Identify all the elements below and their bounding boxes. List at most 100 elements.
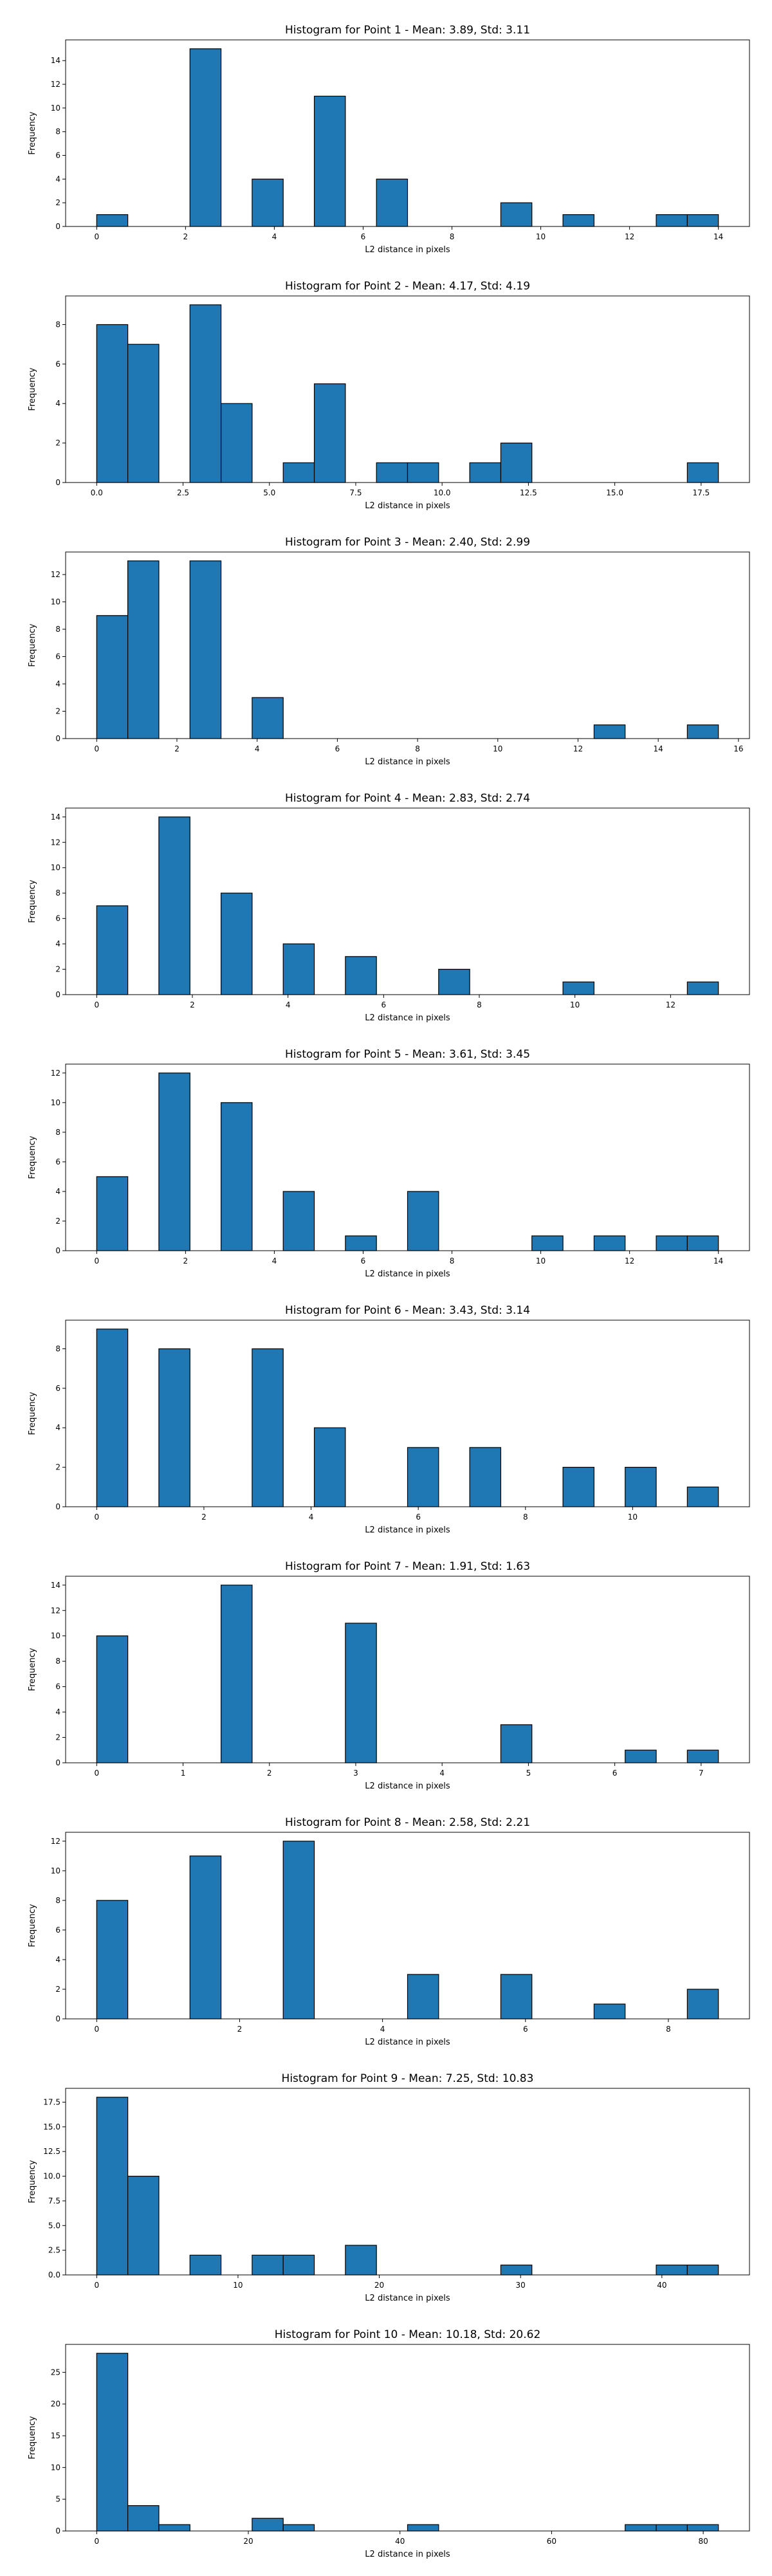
histogram-bar [625,2524,657,2532]
x-axis-label: L2 distance in pixels [365,2550,450,2559]
x-tick-label: 7.5 [349,488,362,497]
y-tick-label: 2.5 [48,2246,60,2255]
x-tick-label: 2 [174,744,179,753]
x-tick-label: 4 [255,744,260,753]
axes-frame [65,807,750,995]
histogram-bar [252,178,284,227]
x-tick-label: 5 [526,1769,531,1778]
x-axis-label: L2 distance in pixels [365,245,450,255]
histogram-bar [562,1467,595,1507]
x-axis-label: L2 distance in pixels [365,757,450,767]
x-tick-label: 5.0 [263,488,275,497]
histogram-bar [127,2505,160,2532]
y-tick-label: 5.0 [48,2221,60,2230]
histogram-bar [252,2254,284,2276]
y-tick-label: 10 [51,1866,60,1875]
x-axis-label: L2 distance in pixels [365,1781,450,1791]
y-tick-label: 0 [55,1758,60,1767]
axes-frame [65,1832,750,2019]
histogram-bar [252,697,284,739]
histogram-bar [96,1176,129,1251]
y-tick-label: 12 [51,1069,60,1078]
chart-title: Histogram for Point 4 - Mean: 2.83, Std:… [285,792,530,805]
histogram-bar [407,1191,439,1251]
histogram-bar [376,462,409,483]
histogram-bar [531,1235,564,1251]
histogram-bar [313,1427,346,1507]
histogram-panel-5: Histogram for Point 5 - Mean: 3.61, Std:… [28,1048,750,1279]
x-tick-label: 10 [536,232,546,241]
x-tick-label: 12 [625,1256,634,1265]
histogram-bar [593,724,626,739]
x-tick-label: 4 [380,2025,385,2034]
histogram-panel-1: Histogram for Point 1 - Mean: 3.89, Std:… [28,24,750,255]
x-tick-label: 0 [94,2537,99,2546]
x-tick-label: 8 [450,232,455,241]
x-tick-label: 0 [94,1769,99,1778]
y-tick-label: 0 [55,1246,60,1255]
histogram-bar [189,1855,222,2019]
x-tick-label: 2 [267,1769,272,1778]
histogram-bar [625,1749,657,1763]
y-tick-label: 10 [51,2463,60,2472]
y-tick-label: 8 [55,888,60,897]
x-tick-label: 16 [733,744,743,753]
y-tick-label: 6 [55,914,60,923]
x-tick-label: 12.5 [520,488,537,497]
x-tick-label: 10 [570,1000,580,1009]
histogram-bar [282,462,315,483]
x-tick-label: 2 [190,1000,195,1009]
histogram-bar [313,383,346,483]
histogram-bar [686,462,719,483]
y-tick-label: 0 [55,1502,60,1511]
y-tick-label: 15 [51,2431,60,2440]
x-axis-label: L2 distance in pixels [365,2294,450,2303]
y-axis-label: Frequency [28,2416,37,2459]
x-tick-label: 40 [395,2537,405,2546]
y-tick-label: 20 [51,2400,60,2409]
x-tick-label: 17.5 [692,488,710,497]
y-tick-label: 8 [55,320,60,329]
axes-frame [65,1576,750,1763]
y-tick-label: 14 [51,813,60,822]
y-tick-label: 0 [55,2526,60,2535]
histogram-bar [189,2254,222,2276]
histogram-bar [96,1329,129,1507]
y-tick-label: 4 [55,679,60,688]
histogram-bar [96,2097,129,2276]
histogram-bar [282,1191,315,1251]
y-tick-label: 0 [55,734,60,743]
y-tick-label: 2 [55,1463,60,1472]
y-tick-label: 4 [55,1423,60,1432]
histogram-bar [407,462,439,483]
y-axis-label: Frequency [28,111,37,154]
x-tick-label: 6 [381,1000,387,1009]
histogram-bar [407,1974,439,2019]
histogram-bar [313,95,346,227]
y-tick-label: 12.5 [43,2147,60,2156]
y-axis-label: Frequency [28,1904,37,1947]
histogram-bar [158,2524,190,2532]
x-tick-label: 12 [625,232,634,241]
x-tick-label: 4 [272,1256,277,1265]
chart-title: Histogram for Point 5 - Mean: 3.61, Std:… [285,1048,530,1061]
histogram-bar [282,943,315,995]
histogram-panel-9: Histogram for Point 9 - Mean: 7.25, Std:… [28,2072,750,2303]
histogram-bar [96,2353,129,2532]
x-tick-label: 14 [713,232,723,241]
x-tick-label: 2 [237,2025,243,2034]
x-tick-label: 20 [243,2537,253,2546]
histogram-bar [220,1585,253,1763]
x-tick-label: 1 [181,1769,186,1778]
y-axis-label: Frequency [28,879,37,923]
x-axis-label: L2 distance in pixels [365,501,450,511]
y-tick-label: 12 [51,1837,60,1846]
x-tick-label: 6 [361,1256,366,1265]
x-tick-label: 8 [523,1513,528,1522]
histogram-bar [500,443,533,483]
x-tick-label: 40 [657,2281,666,2290]
x-tick-label: 6 [416,1513,421,1522]
histogram-bar [96,1900,129,2019]
y-axis-label: Frequency [28,1136,37,1179]
